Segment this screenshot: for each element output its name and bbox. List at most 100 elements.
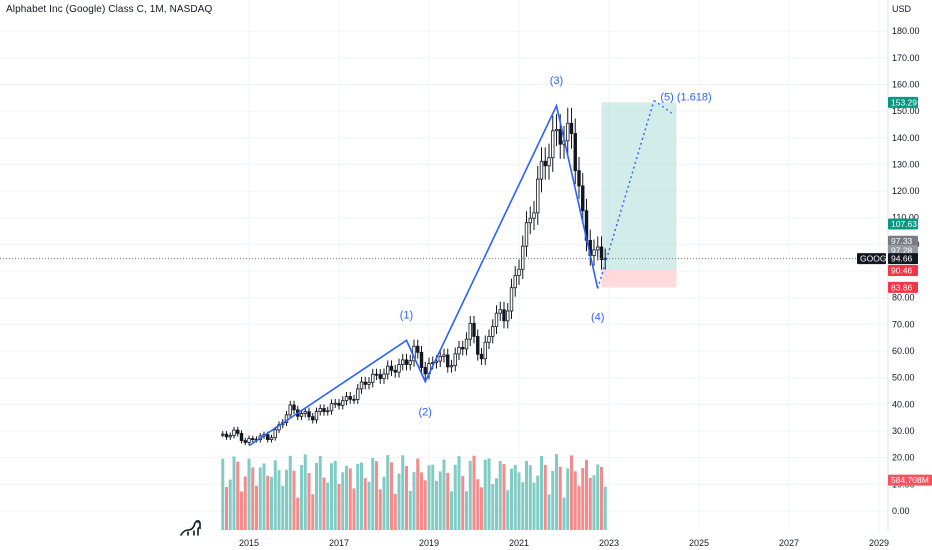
volume-bar (273, 460, 277, 530)
candle (393, 369, 397, 373)
candle (359, 381, 364, 390)
candle (288, 404, 292, 416)
candle (311, 416, 315, 421)
candle (416, 345, 420, 353)
volume-bar (577, 485, 581, 530)
candle (442, 354, 446, 357)
volume-bar (405, 466, 408, 530)
candle (468, 322, 472, 340)
entry-tag-text: 90.46 (891, 266, 913, 276)
candle (446, 354, 450, 368)
candle (326, 410, 330, 413)
volume-bar (498, 461, 502, 530)
candle (464, 338, 469, 350)
candle (573, 133, 577, 172)
y-tick-label: 40.00 (892, 399, 915, 409)
volume-bar (502, 464, 506, 530)
candle (449, 365, 454, 368)
volume-bar (393, 494, 397, 530)
volume-bar (543, 464, 547, 530)
x-tick-label: 2027 (779, 538, 799, 548)
candle (524, 222, 529, 247)
symbol-tag-text: GOOG (860, 254, 886, 264)
volume-bar (461, 476, 465, 530)
y-tick-label: 80.00 (892, 293, 915, 303)
volume-bar (570, 455, 573, 530)
volume-bar (536, 475, 540, 530)
volume-bar (472, 455, 476, 530)
candle (348, 396, 352, 400)
candle (554, 129, 559, 132)
candle (476, 336, 480, 355)
candle (592, 249, 596, 256)
candle (243, 440, 247, 443)
candle (251, 438, 255, 440)
candle (397, 364, 401, 373)
volume-bar (243, 476, 247, 530)
candle (532, 212, 536, 219)
stop-zone[interactable] (601, 269, 677, 288)
candle (498, 309, 502, 314)
ref1-tag (888, 235, 918, 247)
volume-bar (468, 460, 472, 530)
volume-bar (435, 481, 438, 530)
volume-bar (592, 475, 596, 530)
candle (577, 170, 581, 187)
volume-bar (408, 491, 412, 530)
volume-bar (416, 458, 420, 530)
elliott-wave-labels: (1) (2) (3) (4) (5) (1.618) (400, 75, 712, 419)
volume-bar (221, 458, 225, 530)
candle (389, 365, 394, 371)
candle (558, 129, 562, 145)
volume-bar (566, 468, 570, 530)
candle (363, 381, 367, 385)
candle (599, 246, 604, 260)
candle (479, 353, 484, 360)
candle (266, 434, 270, 441)
last-price-tag (888, 253, 918, 265)
volume-bar (603, 486, 607, 530)
volume-bar (510, 468, 513, 530)
volume-bar (465, 491, 468, 530)
candle (247, 438, 251, 443)
volume-bar (356, 463, 360, 530)
volume-bar (240, 491, 243, 530)
stop-tag (888, 281, 918, 293)
candle (438, 356, 442, 362)
candle (401, 359, 405, 365)
volume-bar (446, 472, 450, 530)
volume-bar (382, 476, 386, 530)
candle (307, 411, 311, 418)
y-tick-label: 160.00 (892, 79, 920, 89)
candle (371, 373, 375, 383)
candle (303, 411, 307, 414)
candle (382, 373, 386, 379)
volume-bar (442, 459, 446, 530)
time-axis[interactable]: 2015 2017 2019 2021 2023 2025 2027 2029 (239, 538, 889, 548)
candle (273, 429, 277, 439)
candle (356, 388, 360, 400)
candle (341, 400, 345, 406)
volume-bar (525, 460, 528, 530)
volume-bar (270, 476, 273, 530)
candle (352, 398, 356, 401)
candle (423, 367, 427, 375)
candle (232, 429, 236, 436)
volume-bar (277, 470, 281, 530)
candle (374, 373, 379, 376)
volume-bar (300, 465, 303, 530)
volume-bar (476, 479, 480, 530)
volume-bar (487, 458, 491, 530)
last-price-tag-text: 94.66 (891, 254, 913, 264)
price-axis[interactable]: 180.00 170.00 160.00 150.00 140.00 130.00 120.… (892, 26, 920, 516)
volume-bar (247, 458, 251, 530)
candle (551, 130, 555, 159)
volume-bar (348, 468, 352, 530)
volume-bar (431, 464, 435, 530)
target-zone[interactable] (601, 102, 677, 270)
x-tick-label: 2017 (329, 538, 349, 548)
candle (509, 287, 514, 312)
volume-bar (326, 482, 330, 530)
candle (569, 122, 574, 134)
